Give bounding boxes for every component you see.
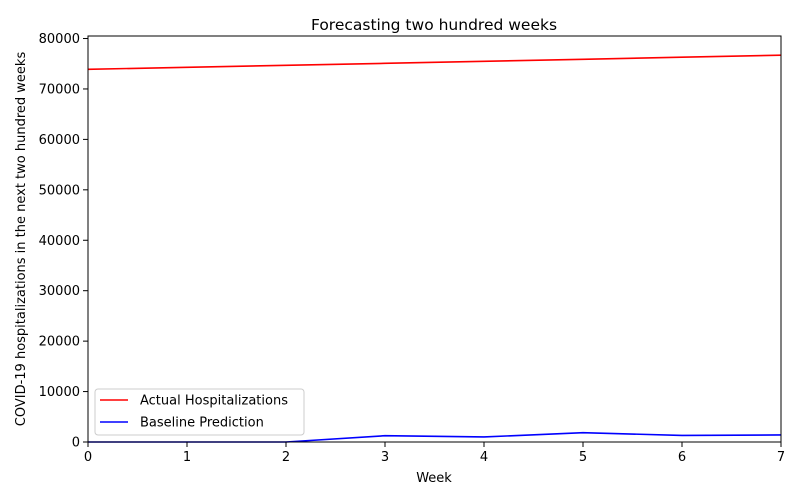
- x-tick-label: 4: [480, 450, 488, 465]
- x-tick-label: 6: [678, 450, 686, 465]
- plot-frame: [87, 35, 782, 443]
- y-tick-label: 60000: [39, 133, 80, 148]
- y-tick-label: 30000: [39, 284, 80, 299]
- x-tick-label: 1: [183, 450, 191, 465]
- chart-title: Forecasting two hundred weeks: [311, 16, 557, 34]
- y-axis-label: COVID-19 hospitalizations in the next tw…: [14, 52, 29, 427]
- y-tick-label: 50000: [39, 183, 80, 198]
- x-tick-label: 7: [777, 450, 785, 465]
- x-tick-label: 0: [84, 450, 92, 465]
- series-line-0: [87, 54, 782, 71]
- y-tick-label: 40000: [39, 234, 80, 249]
- x-axis-label: Week: [416, 471, 452, 486]
- x-tick-label: 5: [579, 450, 587, 465]
- x-axis-ticks: 0 1 2 3 4 5 6 7: [84, 442, 785, 465]
- y-tick-label: 20000: [39, 335, 80, 350]
- x-tick-label: 2: [282, 450, 290, 465]
- legend-box: [94, 388, 305, 436]
- y-tick-label: 0: [72, 436, 80, 451]
- y-axis-ticks: 0 10000 20000 30000 40000 50000 60000 70000 8000…: [39, 32, 88, 451]
- y-tick-label: 70000: [39, 82, 80, 97]
- y-tick-label: 80000: [39, 32, 80, 47]
- x-tick-label: 3: [381, 450, 389, 465]
- legend-label-0: Actual Hospitalizations: [140, 394, 288, 409]
- legend-label-1: Baseline Prediction: [140, 416, 264, 431]
- legend: Actual Hospitalizations Baseline Predicti…: [94, 388, 305, 436]
- plot-lines: [87, 54, 782, 443]
- y-tick-label: 10000: [39, 385, 80, 400]
